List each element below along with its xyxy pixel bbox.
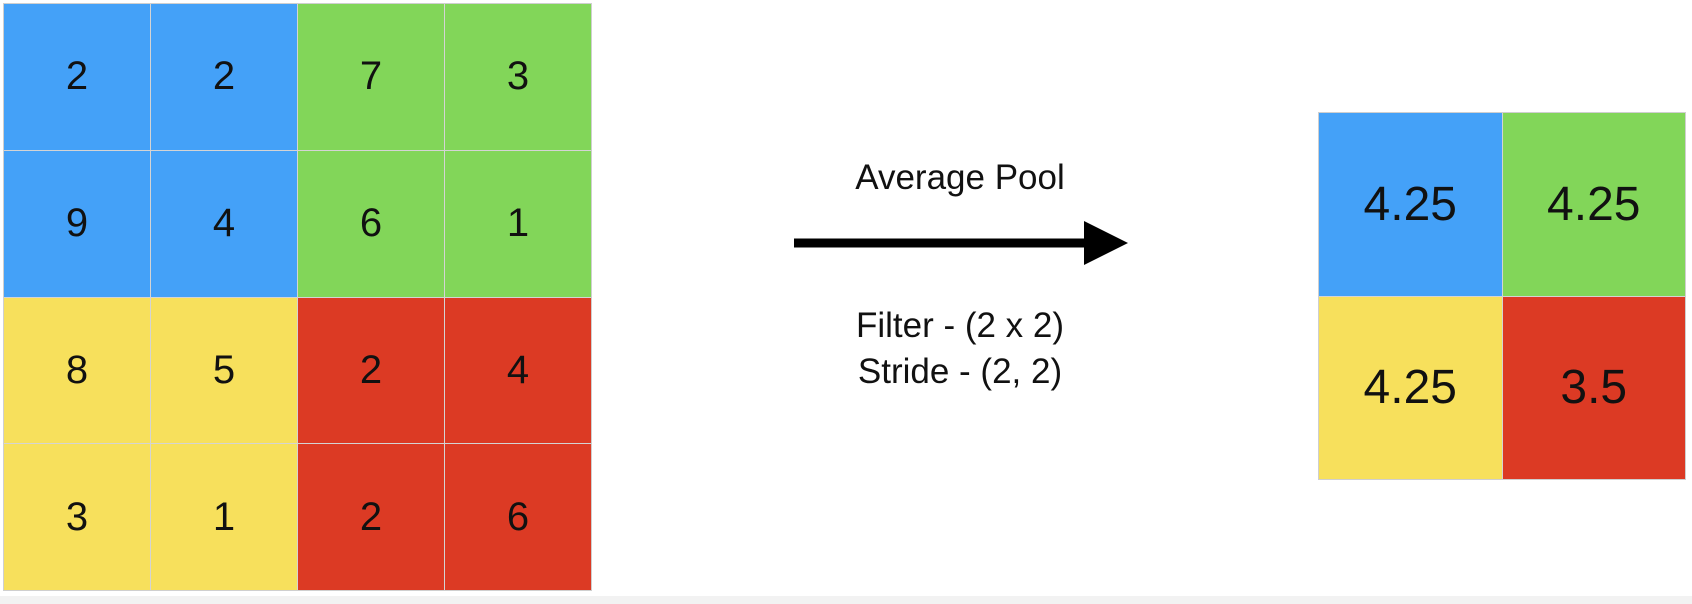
- output-matrix-cell: 3.5: [1502, 296, 1685, 479]
- input-matrix-cell: 4: [151, 150, 297, 297]
- right-arrow-icon: [794, 221, 1128, 265]
- input-matrix-cell: 5: [151, 297, 297, 444]
- input-matrix-cell: 7: [298, 4, 444, 150]
- output-matrix-cell: 4.25: [1319, 296, 1502, 479]
- operation-title: Average Pool: [855, 158, 1065, 197]
- arrow-head: [1084, 221, 1128, 265]
- input-matrix-cell: 6: [445, 444, 591, 590]
- input-matrix-cell: 1: [445, 150, 591, 297]
- stride-label: Stride - (2, 2): [857, 352, 1063, 391]
- bottom-strip: [0, 596, 1692, 604]
- input-matrix-cell: 2: [4, 4, 150, 150]
- output-matrix-cell: 4.25: [1319, 113, 1502, 296]
- input-matrix-cell: 3: [445, 4, 591, 150]
- input-matrix-cell: 3: [4, 444, 150, 590]
- output-matrix-cell: 4.25: [1502, 113, 1685, 296]
- input-matrix-cell: 9: [4, 150, 150, 297]
- filter-label: Filter - (2 x 2): [855, 306, 1065, 345]
- input-matrix-cell: 2: [298, 297, 444, 444]
- input-matrix-cell: 2: [151, 4, 297, 150]
- input-matrix-cell: 6: [298, 150, 444, 297]
- input-matrix-cell: 4: [445, 297, 591, 444]
- input-matrix-cell: 8: [4, 297, 150, 444]
- output-matrix: 4.25 4.25 4.25 3.5: [1318, 112, 1686, 480]
- input-matrix-cell: 2: [298, 444, 444, 590]
- input-matrix-cell: 1: [151, 444, 297, 590]
